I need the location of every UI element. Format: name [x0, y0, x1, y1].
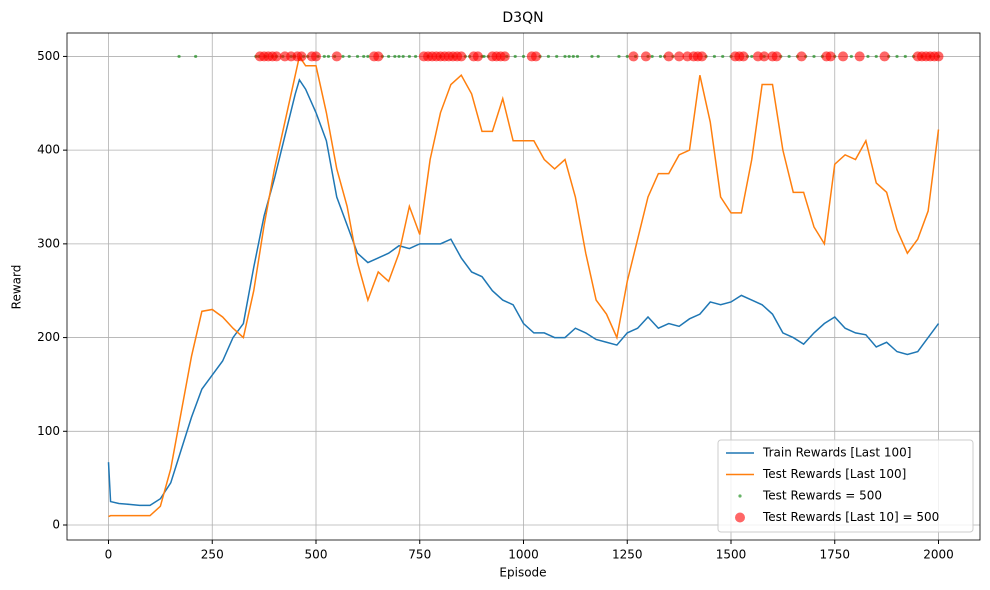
legend-swatch [735, 512, 745, 523]
legend-label: Test Rewards [Last 100] [762, 467, 906, 481]
scatter-point [271, 51, 282, 62]
scatter-point [366, 54, 370, 59]
scatter-point [521, 54, 526, 59]
scatter-point [331, 51, 342, 62]
y-tick-label: 500 [37, 49, 60, 63]
y-axis-label: Reward [10, 265, 24, 310]
scatter-point [513, 54, 517, 59]
scatter-point [903, 54, 907, 59]
scatter-point [571, 54, 575, 59]
scatter-point [177, 54, 181, 59]
scatter-point [401, 54, 405, 59]
legend-label: Test Rewards = 500 [762, 489, 882, 503]
scatter-point [472, 51, 483, 62]
scatter-point [322, 54, 326, 59]
x-tick-label: 1500 [716, 548, 747, 562]
scatter-point [414, 54, 418, 59]
scatter-point [771, 51, 782, 62]
scatter-point [194, 54, 198, 59]
scatter-point [640, 51, 651, 62]
chart-title: D3QN [502, 10, 543, 26]
scatter-point [866, 54, 870, 59]
scatter-point [796, 51, 807, 62]
scatter-point [663, 51, 674, 62]
scatter-point [874, 54, 878, 59]
scatter-point [838, 51, 849, 62]
scatter-point [567, 54, 571, 59]
x-tick-label: 500 [305, 548, 328, 562]
scatter-point [628, 51, 639, 62]
scatter-point [825, 51, 836, 62]
scatter-point [759, 51, 770, 62]
scatter-point [563, 54, 567, 59]
scatter-point [696, 51, 707, 62]
x-tick-label: 750 [408, 548, 431, 562]
x-tick-label: 0 [105, 548, 113, 562]
scatter-point [373, 51, 384, 62]
x-tick-label: 2000 [923, 548, 954, 562]
scatter-point [482, 54, 486, 59]
scatter-point [895, 54, 899, 59]
scatter-point [341, 54, 345, 59]
scatter-point [854, 51, 865, 62]
scatter-point [362, 54, 366, 59]
y-tick-label: 0 [52, 518, 60, 532]
scatter-point [407, 54, 411, 59]
scatter-point [355, 54, 360, 59]
y-tick-label: 400 [37, 143, 60, 157]
scatter-point [397, 54, 401, 59]
scatter-point [712, 54, 717, 59]
legend-label: Train Rewards [Last 100] [762, 446, 911, 460]
scatter-point [750, 54, 754, 59]
scatter-point [296, 51, 307, 62]
scatter-point [499, 51, 510, 62]
scatter-point [674, 51, 685, 62]
scatter-point [590, 54, 594, 59]
scatter-point [555, 54, 559, 59]
scatter-point [658, 54, 663, 59]
legend-swatch [738, 494, 742, 498]
scatter-point [812, 54, 816, 59]
scatter-point [849, 54, 853, 59]
x-tick-label: 1000 [508, 548, 539, 562]
line-series [107, 78, 940, 507]
x-tick-label: 1750 [819, 548, 850, 562]
scatter-point [393, 54, 397, 59]
scatter-point [650, 54, 654, 59]
x-tick-label: 1250 [612, 548, 643, 562]
scatter-point [546, 54, 551, 59]
scatter-point [387, 54, 391, 59]
scatter-point [617, 54, 621, 59]
legend-label: Test Rewards [Last 10] = 500 [762, 510, 939, 524]
y-tick-label: 200 [37, 330, 60, 344]
x-axis-label: Episode [499, 566, 546, 580]
scatter-point [933, 51, 944, 62]
plot-frame [66, 32, 981, 541]
scatter-point [456, 51, 467, 62]
y-tick-label: 300 [37, 236, 60, 250]
line-series [108, 54, 940, 518]
y-tick-label: 100 [37, 424, 60, 438]
scatter-point [326, 54, 331, 59]
scatter-point [787, 54, 791, 59]
scatter-point [575, 54, 580, 59]
x-tick-label: 250 [201, 548, 224, 562]
scatter-point [879, 51, 890, 62]
scatter-point [738, 51, 749, 62]
legend-box [717, 439, 974, 533]
scatter-point [347, 54, 351, 59]
scatter-point [721, 54, 725, 59]
scatter-point [311, 51, 321, 62]
scatter-point [596, 54, 600, 59]
scatter-point [530, 51, 541, 62]
scatter-point [625, 54, 629, 59]
legend: Train Rewards [Last 100] Test Rewards [La… [717, 439, 974, 533]
